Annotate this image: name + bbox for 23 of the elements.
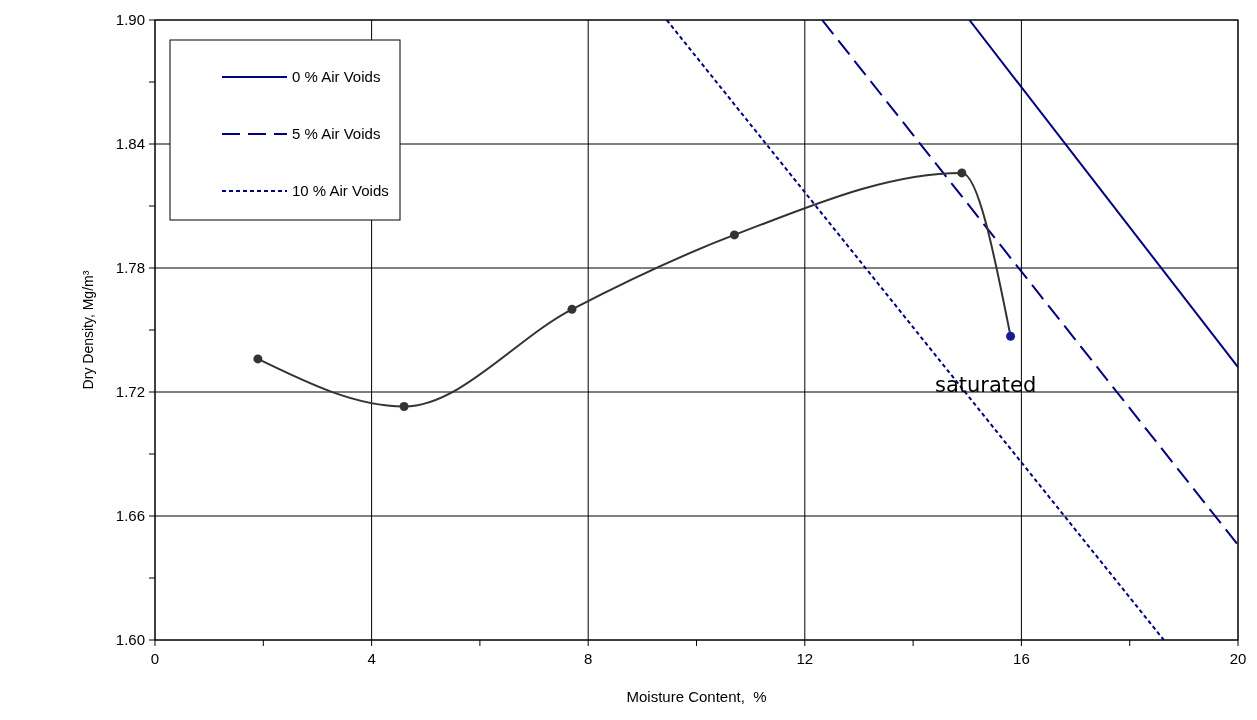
legend-label: 10 % Air Voids: [292, 182, 389, 199]
x-tick-label: 4: [367, 650, 376, 667]
y-tick-label: 1.66: [115, 507, 145, 524]
point: [1006, 331, 1016, 341]
point: [399, 401, 409, 411]
y-tick-label: 1.78: [115, 259, 145, 276]
x-tick-label: 12: [796, 650, 814, 667]
y-axis-title: Dry Density, Mg/m³: [80, 270, 96, 390]
point: [957, 168, 967, 178]
y-tick-label: 1.84: [115, 135, 145, 152]
point: [253, 354, 263, 364]
x-tick-label: 0: [150, 650, 160, 667]
x-tick-label: 16: [1013, 650, 1030, 667]
x-tick-label: 20: [1229, 650, 1247, 667]
legend-label: 5 % Air Voids: [292, 125, 381, 142]
x-tick-label: 8: [584, 650, 593, 667]
point: [567, 304, 577, 314]
point: [729, 230, 739, 240]
y-tick-label: 1.60: [115, 631, 145, 648]
legend-label: 0 % Air Voids: [292, 68, 381, 85]
x-axis-title: Moisture Content, %: [626, 688, 767, 705]
y-tick-label: 1.72: [115, 383, 145, 400]
y-tick-label: 1.90: [115, 11, 145, 28]
